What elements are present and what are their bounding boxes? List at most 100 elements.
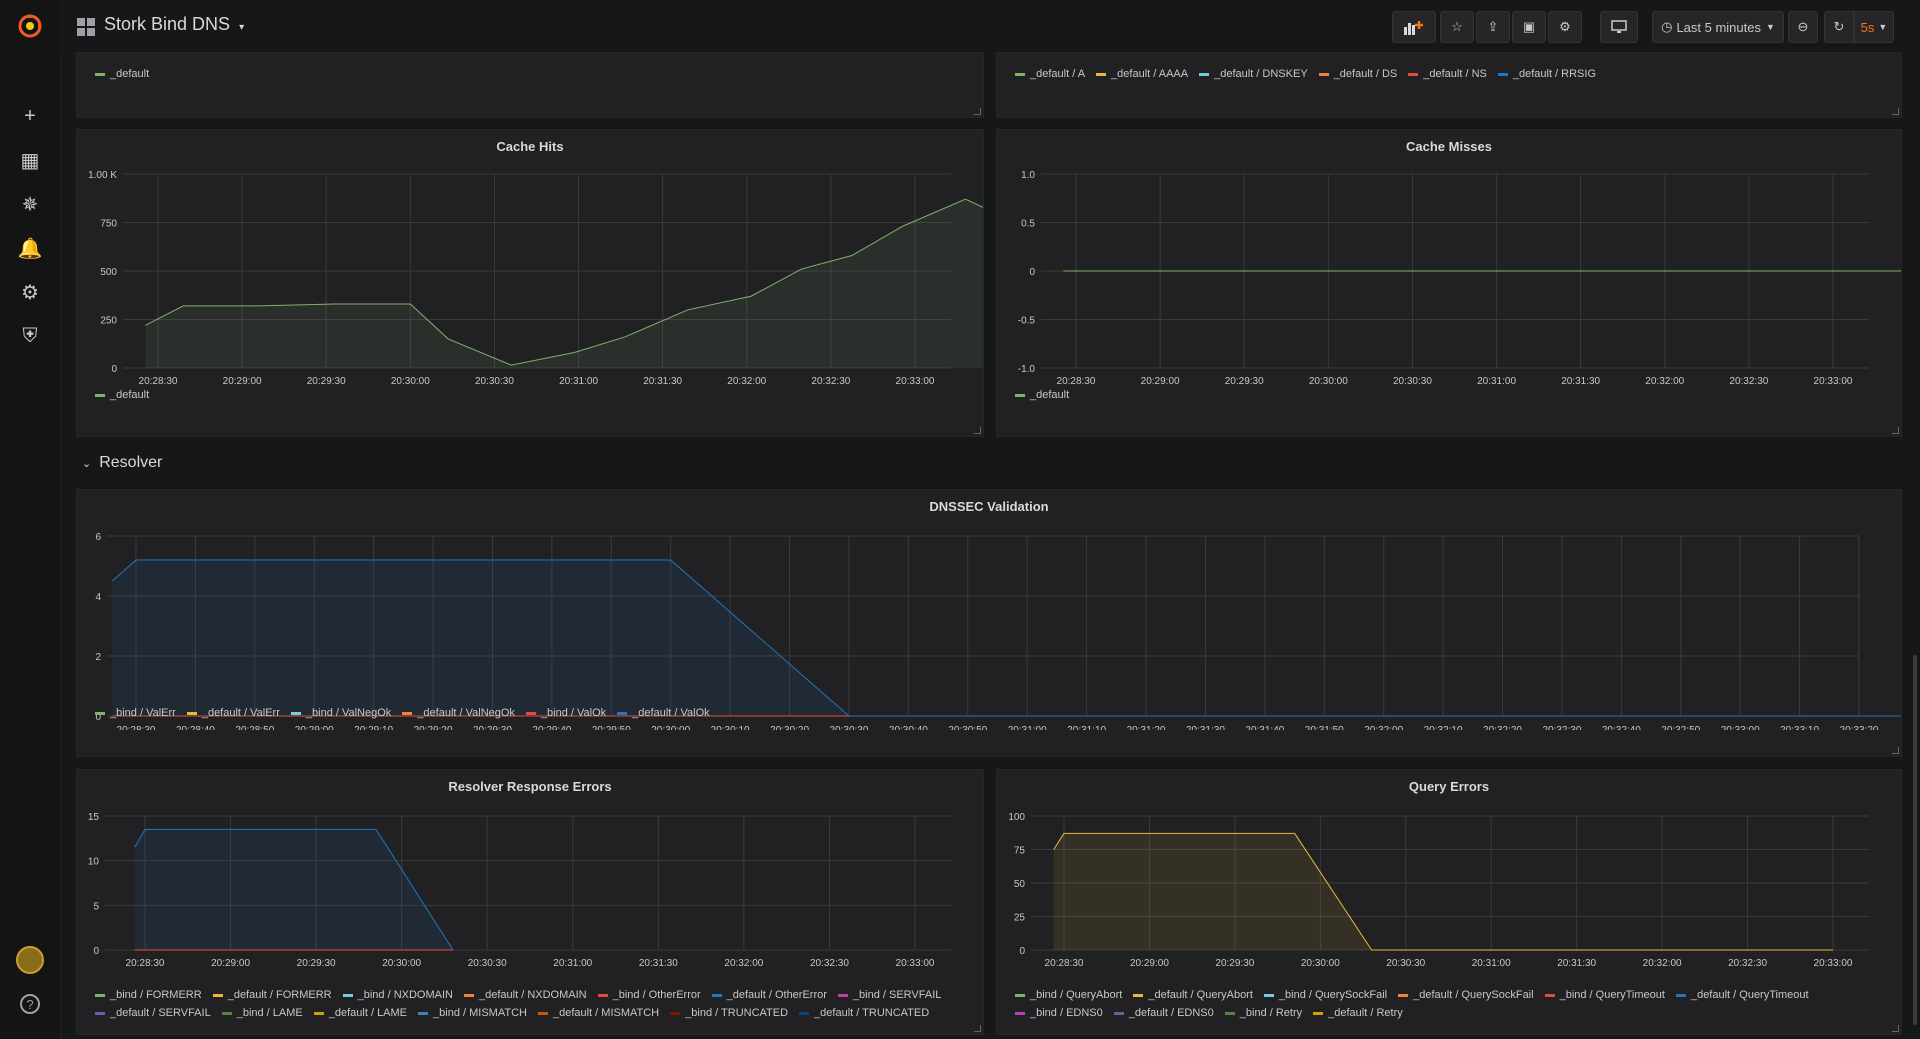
legend-item[interactable]: _default / TRUNCATED [799, 1007, 929, 1019]
legend-item[interactable]: _bind / ValErr [95, 707, 176, 719]
time-range-picker[interactable]: ◷ Last 5 minutes ▼ [1652, 11, 1784, 43]
grafana-logo-icon[interactable] [14, 10, 46, 42]
legend-item[interactable]: _default / DNSKEY [1199, 68, 1308, 80]
create-icon[interactable]: + [24, 104, 36, 127]
panel-resize-handle[interactable] [974, 1025, 981, 1032]
legend-item[interactable]: _default / FORMERR [212, 989, 332, 1001]
legend-item[interactable]: _default / Retry [1313, 1007, 1403, 1019]
view-mode-button[interactable] [1600, 11, 1638, 43]
legend-item[interactable]: _bind / TRUNCATED [670, 1007, 788, 1019]
legend-item[interactable]: _default / QueryAbort [1133, 989, 1253, 1001]
legend-item[interactable]: _default [1015, 389, 1069, 401]
x-tick-label: 20:30:00 [391, 376, 430, 387]
x-tick-label: 20:31:00 [1477, 376, 1516, 387]
add-panel-button[interactable] [1392, 11, 1436, 43]
panel-title[interactable]: Cache Hits [496, 139, 564, 154]
x-tick-label: 20:28:40 [176, 725, 215, 730]
alerting-bell-icon[interactable]: 🔔 [17, 237, 43, 260]
legend-label: _default / NS [1423, 68, 1487, 80]
resolver-errors-chart[interactable]: 0 5 10 15 20:28:30 20:29:00 20:29:30 20:30:00 20… [77, 800, 984, 980]
y-tick-label: 2 [95, 652, 101, 663]
legend-item[interactable]: _default / ValOk [617, 707, 710, 719]
legend-swatch [1133, 993, 1144, 997]
y-tick-label: -0.5 [1018, 316, 1036, 327]
legend-item[interactable]: _default / MISMATCH [537, 1007, 659, 1019]
page-scrollbar[interactable] [1913, 655, 1917, 1025]
panel-resize-handle[interactable] [1892, 747, 1899, 754]
legend-swatch [1199, 72, 1210, 76]
legend-item[interactable]: _default / ValErr [186, 707, 280, 719]
x-tick-label: 20:31:20 [1127, 725, 1166, 730]
legend-label: _default [110, 68, 150, 80]
legend-item[interactable]: _bind / QuerySockFail [1263, 989, 1387, 1001]
legend-item[interactable]: _bind / Retry [1224, 1007, 1302, 1019]
star-dashboard-button[interactable]: ☆ [1440, 11, 1474, 43]
legend-item[interactable]: _default / QueryTimeout [1675, 989, 1809, 1001]
legend-item[interactable]: _default [95, 68, 149, 80]
legend-item[interactable]: _bind / EDNS0 [1015, 1007, 1103, 1019]
share-dashboard-button[interactable]: ⇪ [1476, 11, 1510, 43]
dashboard-title[interactable]: Stork Bind DNS ▾ [104, 14, 244, 35]
legend-item[interactable]: _default / QuerySockFail [1398, 989, 1534, 1001]
x-tick-label: 20:33:00 [1721, 725, 1760, 730]
configuration-gear-icon[interactable]: ⚙ [21, 281, 39, 304]
legend-item[interactable]: _default / DS [1318, 68, 1397, 80]
legend-item[interactable]: _bind / FORMERR [95, 989, 202, 1001]
legend-swatch [95, 72, 105, 76]
legend-item[interactable]: _bind / MISMATCH [418, 1007, 527, 1019]
legend-item[interactable]: _default / ValNegOk [402, 707, 515, 719]
legend-item[interactable]: _bind / SERVFAIL [837, 989, 941, 1001]
dashboard-settings-button[interactable]: ⚙ [1548, 11, 1582, 43]
save-dashboard-button[interactable]: ▣ [1512, 11, 1546, 43]
legend-item[interactable]: _default / OtherError [711, 989, 827, 1001]
legend-item[interactable]: _default [95, 389, 149, 401]
refresh-interval-picker[interactable]: 5s ▼ [1854, 11, 1894, 43]
series-area [1053, 833, 1833, 950]
panel-title[interactable]: Query Errors [1408, 779, 1490, 794]
legend-item[interactable]: _default / NXDOMAIN [464, 989, 587, 1001]
panel-title[interactable]: DNSSEC Validation [929, 499, 1049, 514]
x-tick-label: 20:28:30 [126, 958, 165, 969]
legend-item[interactable]: _bind / ValNegOk [290, 707, 391, 719]
panel-resize-handle[interactable] [974, 427, 981, 434]
panel-resize-handle[interactable] [1892, 427, 1899, 434]
legend-item[interactable]: _bind / NXDOMAIN [342, 989, 453, 1001]
legend-item[interactable]: _default / NS [1408, 68, 1487, 80]
panel-resize-handle[interactable] [974, 108, 981, 115]
series-area [145, 199, 983, 368]
legend-item[interactable]: _bind / OtherError [597, 989, 701, 1001]
legend-item[interactable]: _default / A [1015, 68, 1085, 80]
server-admin-shield-icon[interactable]: ⛨ [22, 324, 38, 347]
query-errors-chart[interactable]: 0 25 50 75 100 20:28:30 20:29:00 20:29:30 20:30:… [997, 800, 1902, 980]
panel-resize-handle[interactable] [1892, 108, 1899, 115]
cache-hits-chart[interactable]: 0 250 500 750 1.00 K 20:28:30 20:29:00 20:29:30… [77, 160, 984, 390]
legend-item[interactable]: _default / SERVFAIL [95, 1007, 211, 1019]
panel-title[interactable]: Resolver Response Errors [448, 779, 612, 794]
cache-misses-chart[interactable]: -1.0 -0.5 0 0.5 1.0 20:28:30 20:29:00 20:29:30 2… [997, 160, 1902, 390]
legend-item[interactable]: _default / AAAA [1096, 68, 1188, 80]
legend-item[interactable]: _bind / LAME [221, 1007, 303, 1019]
legend-item[interactable]: _bind / ValOk [525, 707, 606, 719]
help-icon[interactable]: ? [14, 988, 46, 1020]
dashboards-icon[interactable]: ▦ [20, 149, 40, 172]
legend-label: _default / ValNegOk [417, 707, 515, 719]
add-panel-icon [1404, 21, 1423, 35]
panel-resize-handle[interactable] [1892, 1025, 1899, 1032]
x-tick-label: 20:32:20 [1483, 725, 1522, 730]
row-resolver-header[interactable]: ⌄ Resolver [82, 454, 162, 472]
y-tick-label: 1.0 [1021, 170, 1035, 181]
legend-item[interactable]: _bind / QueryAbort [1015, 989, 1122, 1001]
legend-item[interactable]: _default / LAME [313, 1007, 407, 1019]
legend-item[interactable]: _bind / QueryTimeout [1544, 989, 1665, 1001]
dnssec-validation-chart[interactable]: 0 2 4 6 20:28:30 20:28:40 20:28:50 20:29:00 20:2… [77, 520, 1902, 730]
panel-title[interactable]: Cache Misses [1406, 139, 1492, 154]
legend-swatch [525, 711, 536, 715]
legend-item[interactable]: _default / EDNS0 [1113, 1007, 1214, 1019]
zoom-out-button[interactable]: ⊖ [1788, 11, 1818, 43]
legend-label: _default / QueryAbort [1148, 989, 1253, 1001]
user-avatar[interactable] [14, 944, 46, 976]
legend: _bind / ValErr _default / ValErr _bind / V… [95, 707, 1891, 719]
legend-item[interactable]: _default / RRSIG [1497, 68, 1596, 80]
explore-icon[interactable]: ✵ [21, 193, 39, 216]
refresh-button[interactable]: ↻ [1824, 11, 1854, 43]
